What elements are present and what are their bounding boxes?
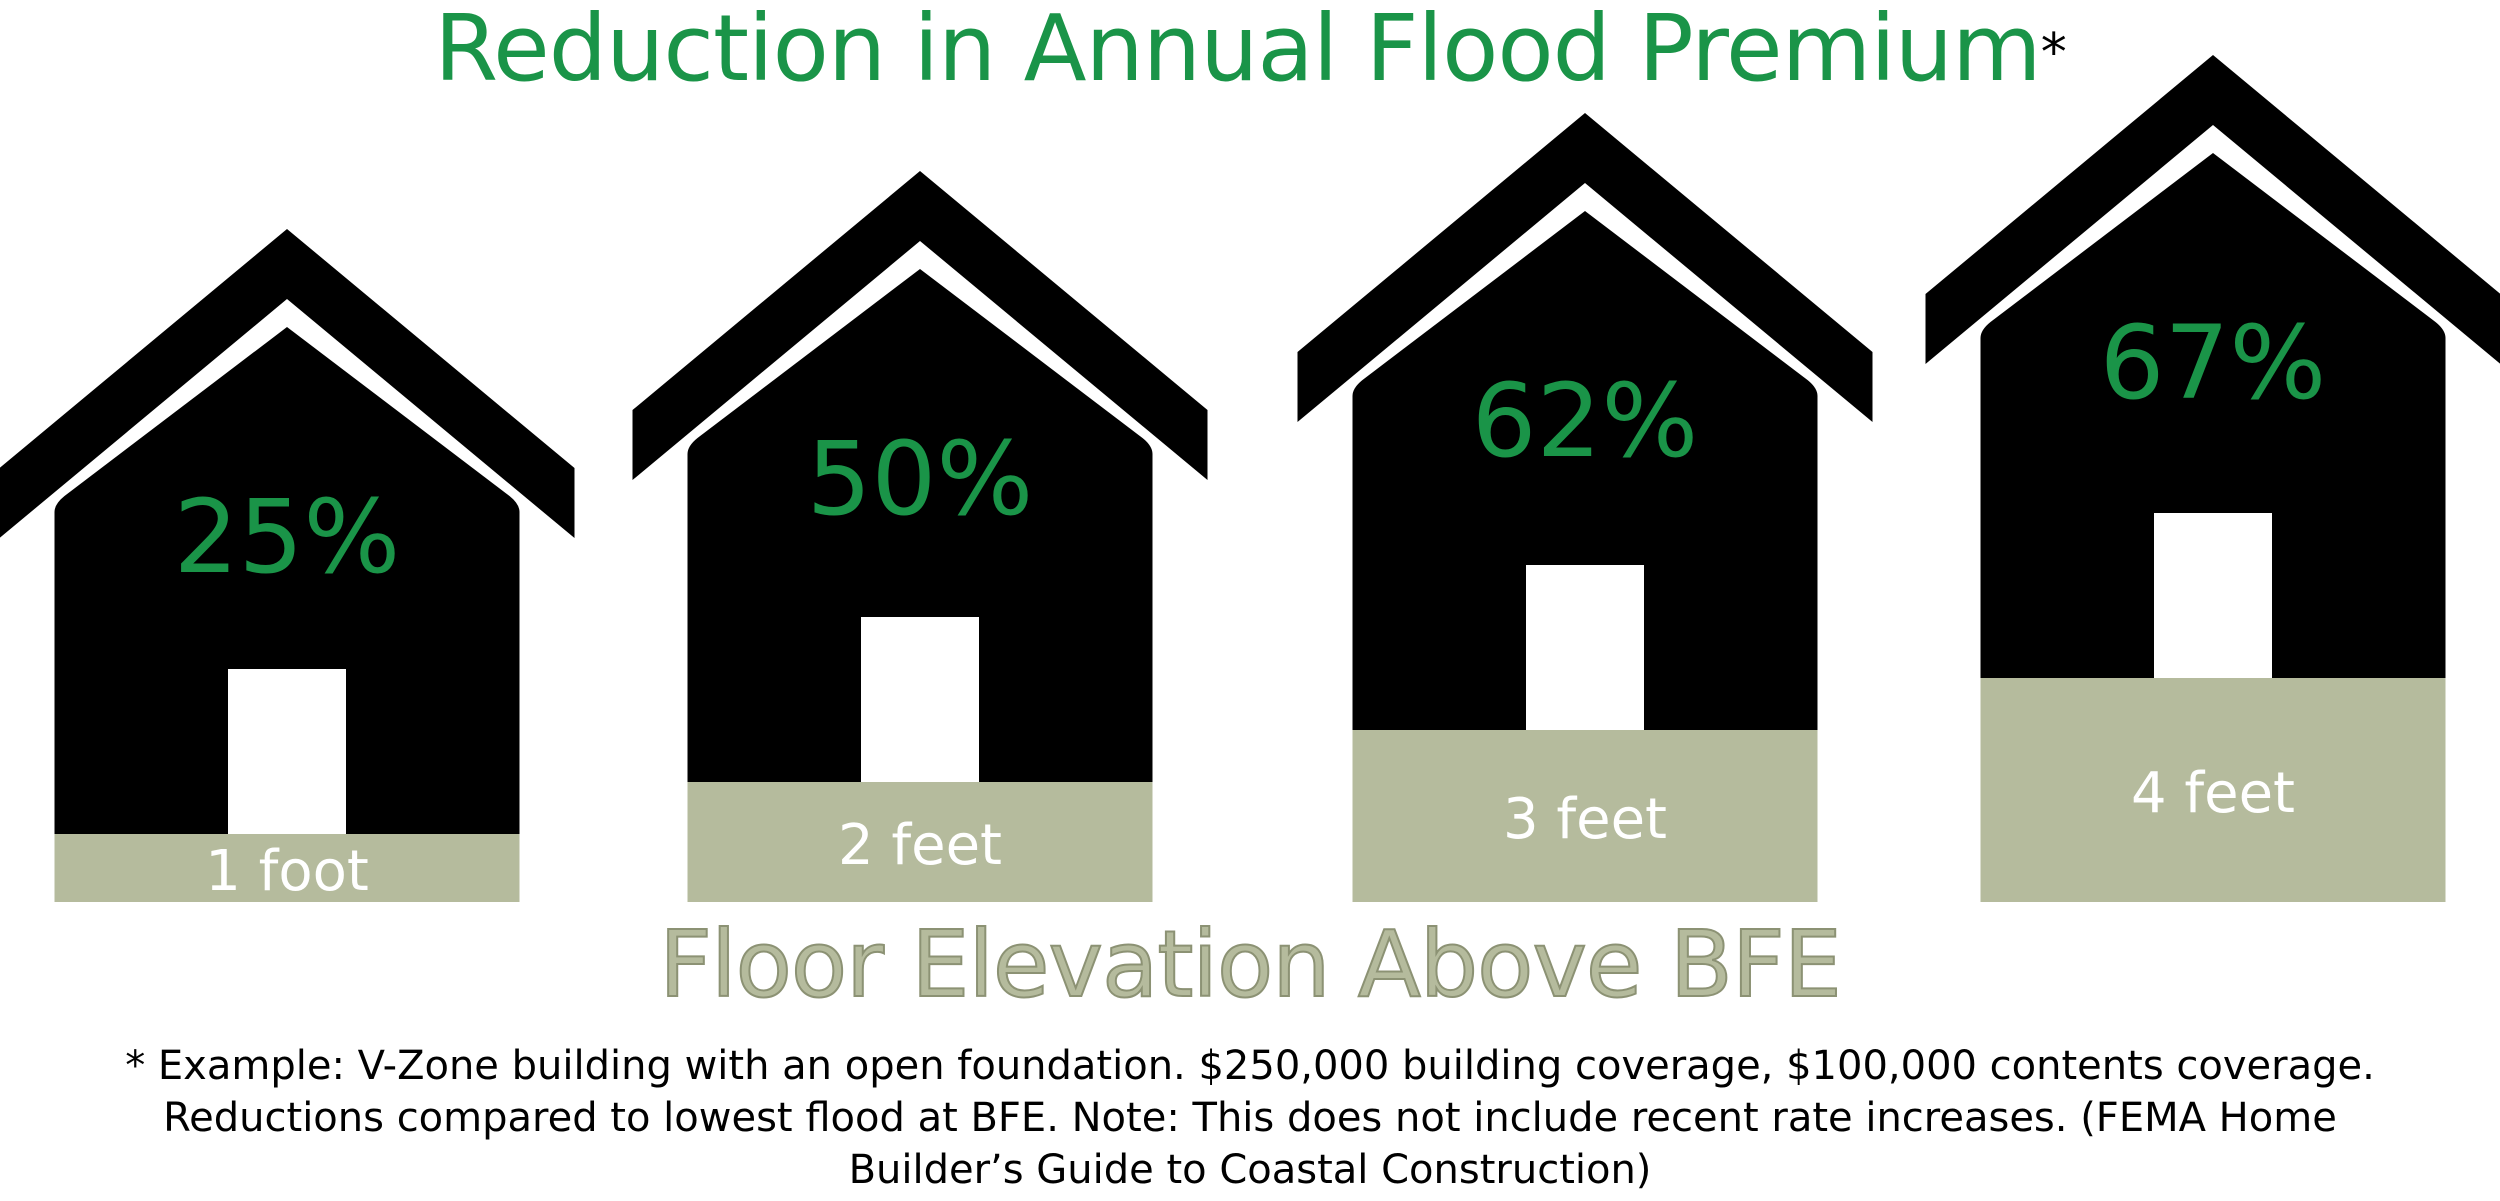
- house-door: [2154, 513, 2272, 678]
- value-label: 25%: [174, 478, 401, 597]
- value-label: 50%: [807, 420, 1034, 539]
- house-body: [1352, 211, 1818, 902]
- house-roof: [632, 171, 1208, 481]
- elevation-bar: [687, 782, 1153, 902]
- category-label: 4 feet: [2131, 761, 2295, 826]
- house-roof: [1925, 55, 2500, 365]
- house-door: [1526, 565, 1644, 730]
- chart-title-text: Reduction in Annual Flood Premium: [434, 0, 2041, 102]
- category-label: 3 feet: [1503, 787, 1667, 852]
- x-axis-label: Floor Elevation Above BFE: [658, 910, 1843, 1019]
- category-label: 1 foot: [205, 839, 369, 904]
- house-roof: [1297, 113, 1873, 423]
- house-door: [228, 669, 346, 834]
- category-label: 2 feet: [838, 813, 1002, 878]
- title-footnote-marker: *: [2040, 23, 2067, 83]
- elevation-bar: [54, 834, 520, 902]
- value-label: 67%: [2100, 304, 2327, 423]
- house-body: [687, 269, 1153, 902]
- elevation-bar: [1352, 730, 1818, 902]
- value-label: 62%: [1472, 362, 1699, 481]
- house-door: [861, 617, 979, 782]
- house-roof: [0, 229, 575, 539]
- elevation-bar: [1980, 678, 2446, 902]
- house-body: [54, 327, 520, 902]
- houses-chart: 25% 1 foot 50% 2 feet 62% 3 feet 67% 4 feet: [0, 55, 2500, 904]
- footnote: * Example: V-Zone building with an open …: [125, 1043, 2375, 1193]
- chart-title: Reduction in Annual Flood Premium*: [0, 0, 2500, 98]
